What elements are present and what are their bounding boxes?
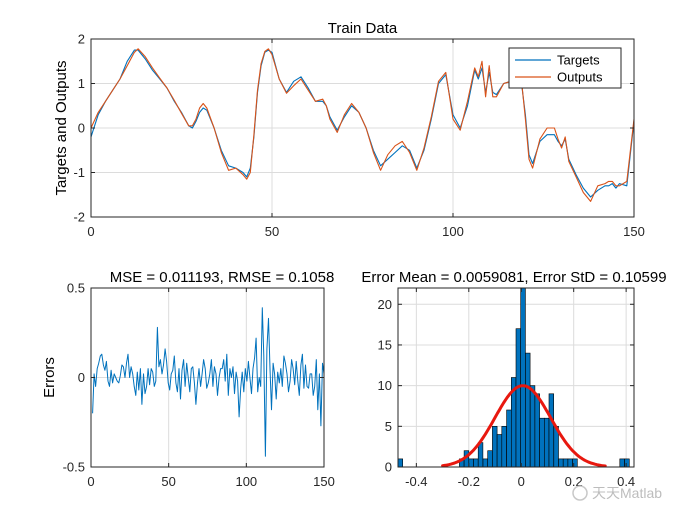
x-tick-label: 0.4 xyxy=(617,474,635,489)
histogram-bar xyxy=(487,450,493,468)
train-ticks: 0 50 100 150 -2 -1 0 1 2 xyxy=(73,32,644,240)
train-ylabel: Targets and Outputs xyxy=(53,60,70,195)
y-tick-label: 2 xyxy=(78,32,85,47)
normal-fit-curve xyxy=(441,384,607,468)
histogram-bar xyxy=(492,425,498,468)
watermark-logo-icon xyxy=(572,485,588,501)
histogram-bar xyxy=(468,458,474,468)
x-tick-label: 0 xyxy=(518,474,525,489)
y-tick-label: 0 xyxy=(78,121,85,136)
errors-ticks: 0 50 100 150-0.500.5 xyxy=(63,281,335,490)
histogram-bar xyxy=(477,442,484,468)
histogram-ticks: -0.4 -0.2 0 0.2 0.4 0 5 10 15 20 xyxy=(378,288,635,489)
histogram-bar xyxy=(496,434,503,468)
x-tick-label: 150 xyxy=(313,474,335,489)
train-legend: Targets Outputs xyxy=(508,47,622,89)
histogram-bar xyxy=(539,417,545,468)
y-tick-label: 20 xyxy=(378,297,392,312)
errors-title: MSE = 0.011193, RMSE = 0.1058 xyxy=(110,269,335,286)
x-tick-label: 50 xyxy=(161,474,175,489)
histogram-bar xyxy=(558,458,564,468)
x-tick-label: -0.2 xyxy=(458,474,480,489)
watermark: 天天Matlab xyxy=(572,485,662,501)
x-tick-label: 50 xyxy=(265,224,279,239)
legend-outputs-label: Outputs xyxy=(557,70,603,85)
legend-targets-label: Targets xyxy=(557,53,600,68)
errors-axes: 0 50 100 150-0.500.5 MSE = 0.011193, RMSE =… xyxy=(41,269,335,489)
histogram-bar xyxy=(567,458,573,468)
histogram-bar xyxy=(624,458,630,468)
y-tick-label: 5 xyxy=(385,419,392,434)
histogram-bar xyxy=(562,458,569,468)
histogram-bar xyxy=(473,458,479,468)
y-tick-label: 1 xyxy=(78,76,85,91)
histogram-bar xyxy=(506,409,512,468)
y-tick-label: -1 xyxy=(73,165,85,180)
histogram-bar xyxy=(397,458,403,468)
x-tick-label: 0.2 xyxy=(565,474,583,489)
histogram-bar xyxy=(619,458,625,468)
outputs-line xyxy=(90,48,635,202)
x-tick-label: 0 xyxy=(87,224,94,239)
histogram-bar xyxy=(482,458,488,468)
train-title: Train Data xyxy=(328,20,398,37)
watermark-text: 天天Matlab xyxy=(592,485,662,501)
histogram-bar xyxy=(529,385,536,468)
y-tick-label: -2 xyxy=(73,210,85,225)
errors-lines xyxy=(92,307,325,457)
errors-ylabel: Errors xyxy=(41,357,58,398)
histogram-axes: -0.4 -0.2 0 0.2 0.4 0 5 10 15 20 Error Mean = 0.0… xyxy=(361,269,666,489)
histogram-bar xyxy=(543,417,550,468)
histogram-fit xyxy=(441,384,607,468)
y-tick-label: 15 xyxy=(378,337,392,352)
y-tick-label: 0 xyxy=(385,460,392,475)
histogram-bar xyxy=(515,328,521,468)
y-tick-label: 0 xyxy=(78,370,85,385)
errors-line xyxy=(92,307,325,457)
train-axes: 0 50 100 150 -2 -1 0 1 2 Train Data Targets and … xyxy=(53,20,645,239)
y-tick-label: -0.5 xyxy=(63,460,85,475)
train-lines xyxy=(90,48,635,202)
histogram-title: Error Mean = 0.0059081, Error StD = 0.10… xyxy=(361,269,666,286)
x-tick-label: 150 xyxy=(623,224,645,239)
y-tick-label: 0.5 xyxy=(67,281,85,296)
y-tick-label: 10 xyxy=(378,378,392,393)
x-tick-label: 100 xyxy=(442,224,464,239)
histogram-bar xyxy=(501,425,507,468)
histogram-bar xyxy=(534,393,540,468)
x-tick-label: 100 xyxy=(235,474,257,489)
histogram-bar xyxy=(525,352,531,468)
histogram-bar xyxy=(520,287,526,468)
x-tick-label: -0.4 xyxy=(405,474,427,489)
x-tick-label: 0 xyxy=(87,474,94,489)
histogram-bar xyxy=(548,393,554,468)
